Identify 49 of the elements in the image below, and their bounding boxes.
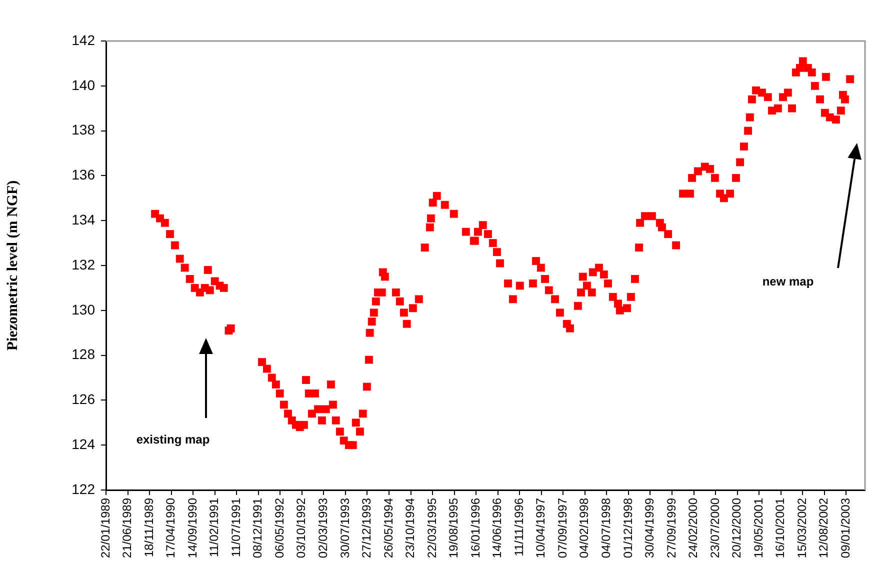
annotation: existing map bbox=[136, 432, 210, 446]
x-tick-label: 24/02/2000 bbox=[686, 498, 700, 558]
x-tick-label: 23/07/2000 bbox=[708, 498, 722, 558]
x-tick-label: 01/12/1998 bbox=[620, 498, 635, 558]
x-tick-label: 09/01/2003 bbox=[838, 498, 852, 558]
x-tick-label: 19/05/2001 bbox=[751, 498, 766, 558]
x-tick-label: 15/03/2002 bbox=[794, 498, 809, 558]
x-tick-label: 23/10/1994 bbox=[403, 498, 418, 558]
x-tick-label: 30/07/1993 bbox=[338, 498, 352, 558]
y-tick-label: 124 bbox=[72, 436, 96, 452]
x-tick-label: 03/10/1992 bbox=[294, 498, 308, 558]
x-tick-label: 22/03/1995 bbox=[424, 498, 439, 558]
x-tick-label: 04/02/1998 bbox=[577, 498, 592, 558]
x-tick-label: 17/04/1990 bbox=[164, 498, 178, 558]
x-tick-label: 27/09/1999 bbox=[664, 498, 678, 558]
y-tick-label: 140 bbox=[72, 76, 96, 93]
y-tick-label: 130 bbox=[72, 301, 96, 318]
y-tick-label: 126 bbox=[72, 391, 96, 408]
y-tick-label: 142 bbox=[72, 32, 96, 48]
x-tick-label: 11/11/1996 bbox=[512, 498, 526, 556]
x-tick-label: 16/01/1996 bbox=[468, 498, 482, 558]
y-tick-label: 128 bbox=[72, 346, 96, 362]
x-tick-label: 07/09/1997 bbox=[555, 498, 570, 558]
x-tick-label: 11/07/1991 bbox=[228, 498, 243, 558]
x-tick-label: 26/05/1994 bbox=[381, 498, 396, 558]
x-tick-label: 06/05/1992 bbox=[272, 498, 286, 558]
x-tick-label: 20/12/2000 bbox=[730, 498, 744, 558]
x-tick-label: 11/02/1991 bbox=[207, 498, 222, 558]
y-tick-label: 136 bbox=[72, 166, 96, 183]
x-tick-label: 16/10/2001 bbox=[773, 498, 788, 558]
y-tick-label: 132 bbox=[72, 256, 96, 272]
x-tick-label: 18/11/1989 bbox=[142, 498, 156, 558]
x-tick-label: 27/12/1993 bbox=[360, 498, 374, 558]
y-axis-title: Piezometric level (m NGF) bbox=[4, 180, 21, 351]
x-tick-label: 30/04/1999 bbox=[642, 498, 657, 558]
x-tick-label: 14/09/1990 bbox=[185, 498, 200, 558]
annotation: new map bbox=[762, 274, 814, 288]
x-tick-label: 14/06/1996 bbox=[490, 498, 504, 558]
x-tick-label: 10/04/1997 bbox=[534, 498, 548, 558]
x-tick-label: 02/03/1993 bbox=[316, 498, 330, 558]
y-tick-label: 138 bbox=[72, 122, 96, 138]
x-tick-label: 12/08/2002 bbox=[816, 498, 831, 558]
y-tick-label: 134 bbox=[72, 211, 96, 228]
x-tick-label: 21/06/1989 bbox=[120, 498, 134, 558]
x-tick-label: 22/01/1989 bbox=[98, 498, 112, 558]
x-tick-label: 19/08/1995 bbox=[446, 498, 461, 558]
x-tick-label: 04/07/1998 bbox=[598, 498, 613, 558]
y-tick-label: 122 bbox=[72, 480, 96, 497]
x-tick-label: 08/12/1991 bbox=[250, 498, 265, 558]
